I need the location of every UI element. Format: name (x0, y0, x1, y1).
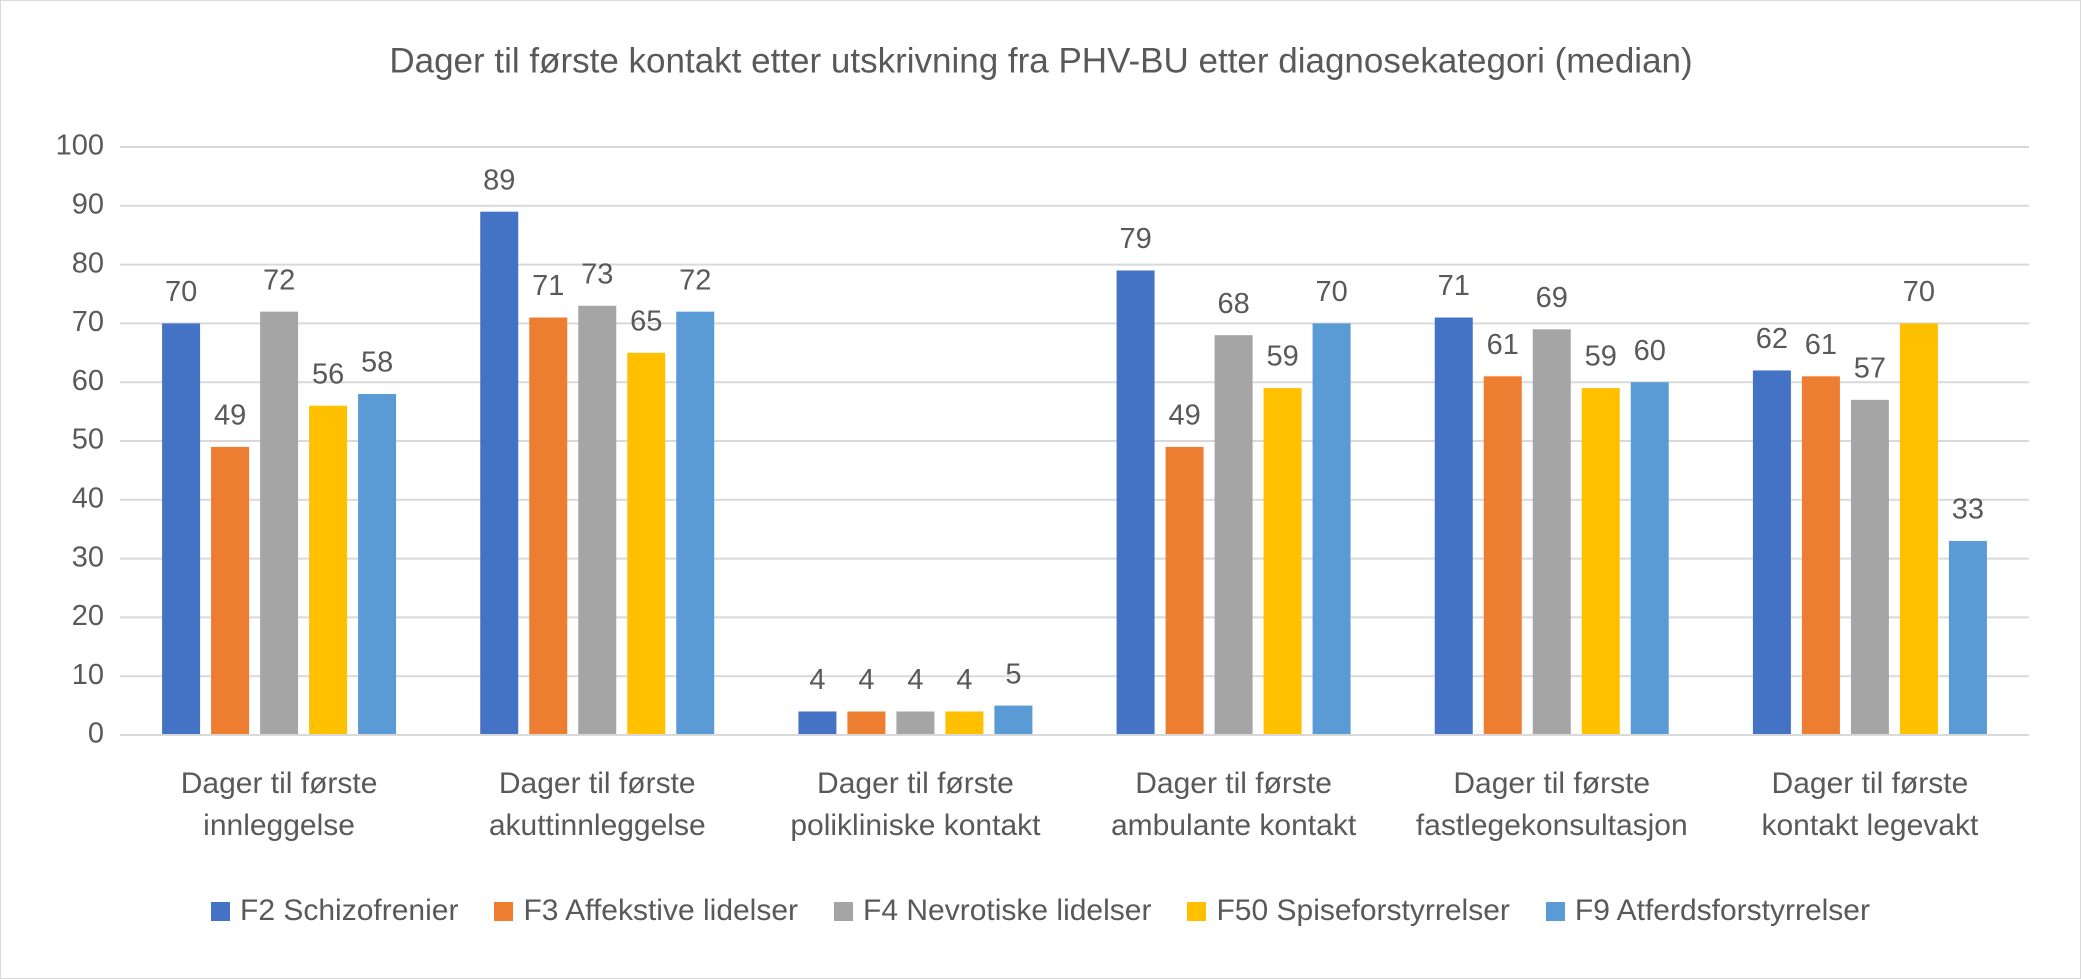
y-tick-label: 100 (56, 130, 104, 162)
y-tick-label: 10 (72, 659, 104, 691)
bar (1214, 335, 1253, 735)
bar (1312, 323, 1351, 735)
data-label: 71 (1438, 270, 1470, 302)
data-label: 59 (1266, 341, 1298, 373)
bar (627, 352, 666, 735)
data-label: 4 (858, 664, 874, 696)
y-tick-label: 40 (72, 482, 104, 514)
y-tick-label: 50 (72, 424, 104, 456)
legend-item: F9 Atferdsforstyrrelser (1545, 894, 1870, 928)
y-tick-label: 80 (72, 247, 104, 279)
bar (1581, 388, 1620, 735)
x-tick-label: Dager til første ambulante kontakt (1111, 767, 1357, 842)
data-label: 60 (1634, 335, 1666, 367)
data-label: 33 (1952, 494, 1984, 526)
bar (1165, 446, 1204, 735)
legend-swatch (834, 901, 854, 921)
data-label: 4 (907, 664, 923, 696)
bar (1532, 329, 1571, 735)
y-tick-label: 60 (72, 365, 104, 397)
bar (1263, 388, 1302, 735)
legend-item: F3 Affekstive lidelser (494, 894, 798, 928)
y-tick-label: 0 (88, 718, 104, 750)
data-label: 62 (1756, 323, 1788, 355)
data-label: 56 (312, 358, 344, 390)
bar (1116, 270, 1155, 735)
data-label: 57 (1854, 352, 1886, 384)
data-label: 72 (679, 264, 711, 296)
bar (578, 305, 617, 735)
bar (211, 446, 250, 735)
data-label: 59 (1585, 341, 1617, 373)
bar (945, 711, 984, 735)
bar (358, 393, 397, 735)
y-tick-label: 70 (72, 306, 104, 338)
data-label: 61 (1805, 329, 1837, 361)
data-label: 61 (1487, 329, 1519, 361)
legend-swatch (1545, 901, 1565, 921)
bar (1801, 376, 1840, 735)
y-tick-label: 20 (72, 600, 104, 632)
x-tick-label: Dager til første innleggelse (180, 767, 378, 842)
bar (798, 711, 837, 735)
bar (260, 311, 299, 735)
legend-label: F3 Affekstive lidelser (523, 894, 799, 927)
data-label: 73 (581, 258, 613, 290)
bar (1899, 323, 1938, 735)
x-tick-label: Dager til første fastlegekonsultasjon (1415, 767, 1688, 842)
bar (1948, 540, 1987, 735)
legend-swatch (211, 901, 231, 921)
chart-title: Dager til første kontakt etter utskrivni… (389, 41, 1692, 80)
legend-item: F4 Nevrotiske lidelser (834, 894, 1151, 928)
data-label: 70 (1903, 276, 1935, 308)
x-tick-label: Dager til første akuttinnleggelse (488, 767, 706, 842)
legend-label: F50 Spiseforstyrrelser (1216, 894, 1510, 927)
bar (162, 323, 201, 735)
bar (847, 711, 886, 735)
bar (480, 211, 519, 735)
legend: F2 Schizofrenier F3 Affekstive lidelser F4… (1, 894, 2080, 928)
legend-swatch (1187, 901, 1207, 921)
data-label: 49 (214, 400, 246, 432)
data-label: 65 (630, 305, 662, 337)
data-label: 68 (1217, 288, 1249, 320)
data-label: 89 (483, 164, 515, 196)
legend-item: F50 Spiseforstyrrelser (1187, 894, 1510, 928)
data-label: 49 (1168, 400, 1200, 432)
y-tick-label: 30 (72, 541, 104, 573)
data-label: 4 (956, 664, 972, 696)
legend-label: F2 Schizofrenier (240, 894, 459, 927)
data-label: 58 (361, 347, 393, 379)
legend-label: F9 Atferdsforstyrrelser (1574, 894, 1870, 927)
legend-item: F2 Schizofrenier (211, 894, 458, 928)
data-label: 69 (1536, 282, 1568, 314)
bar (1630, 382, 1669, 735)
data-label: 70 (165, 276, 197, 308)
bar (1483, 376, 1522, 735)
x-tick-label: Dager til første kontakt legevakt (1761, 767, 1979, 842)
bar (676, 311, 715, 735)
bar (1752, 370, 1791, 735)
data-label: 71 (532, 270, 564, 302)
bar (529, 317, 568, 735)
legend-swatch (494, 901, 514, 921)
data-label: 4 (809, 664, 825, 696)
data-label: 5 (1005, 658, 1021, 690)
bar (896, 711, 935, 735)
data-label: 72 (263, 264, 295, 296)
legend-label: F4 Nevrotiske lidelser (863, 894, 1152, 927)
bar (994, 705, 1033, 735)
x-tick-label: Dager til første polikliniske kontakt (790, 767, 1041, 842)
data-label: 70 (1315, 276, 1347, 308)
bar (309, 405, 348, 735)
y-tick-label: 90 (72, 188, 104, 220)
bar (1850, 399, 1889, 735)
data-label: 79 (1119, 223, 1151, 255)
bar (1434, 317, 1473, 735)
